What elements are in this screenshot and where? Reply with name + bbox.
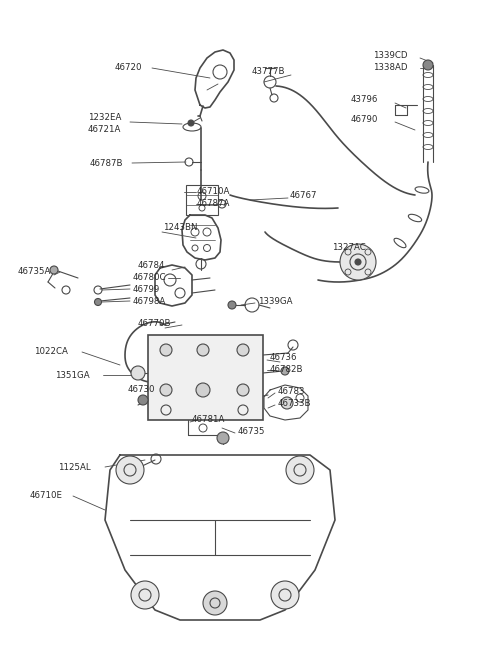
Text: 46799: 46799 [133,284,160,293]
Circle shape [340,244,376,280]
Circle shape [237,384,249,396]
Circle shape [138,395,148,405]
Text: 46721A: 46721A [88,126,121,134]
Text: 46733B: 46733B [278,400,312,409]
Text: 46770B: 46770B [138,318,171,328]
Text: 1327AC: 1327AC [332,242,366,252]
Text: 1339CD: 1339CD [373,50,408,60]
Text: 46787B: 46787B [90,159,123,168]
Text: 1022CA: 1022CA [34,348,68,356]
Circle shape [95,299,101,305]
Circle shape [237,344,249,356]
Circle shape [188,120,194,126]
Circle shape [217,432,229,444]
Circle shape [281,367,289,375]
Text: 46798A: 46798A [133,297,166,305]
Text: 46735A: 46735A [18,267,51,276]
Circle shape [196,383,210,397]
Circle shape [355,259,361,265]
Bar [186,185,218,215]
Text: 46790: 46790 [351,115,378,124]
Text: 46710E: 46710E [30,491,63,500]
Circle shape [271,581,299,609]
Text: 1232EA: 1232EA [88,113,121,122]
Text: 46767: 46767 [290,191,317,200]
Circle shape [131,366,145,380]
Circle shape [228,301,236,309]
Text: 46720: 46720 [115,64,143,73]
Text: 46787A: 46787A [197,200,230,208]
Circle shape [160,384,172,396]
Bar [148,335,263,420]
Text: 46784: 46784 [138,261,166,269]
Circle shape [197,344,209,356]
Circle shape [203,591,227,615]
Text: 1243BN: 1243BN [163,223,197,233]
Text: 46781A: 46781A [192,415,226,424]
Text: 1125AL: 1125AL [58,462,91,472]
Circle shape [131,581,159,609]
Text: 1339GA: 1339GA [258,297,292,307]
Text: 46736: 46736 [270,354,298,362]
Text: 46735: 46735 [238,428,265,436]
Circle shape [160,344,172,356]
Text: 1338AD: 1338AD [373,62,408,71]
Circle shape [116,456,144,484]
Text: 46780C: 46780C [133,272,167,282]
Circle shape [423,60,433,70]
Text: 46710A: 46710A [197,187,230,196]
Text: 43796: 43796 [351,96,378,105]
Text: 43777B: 43777B [252,67,286,77]
Circle shape [281,397,293,409]
Text: 1351GA: 1351GA [55,371,90,379]
Text: 46730: 46730 [128,386,156,394]
Text: 46782B: 46782B [270,365,303,375]
Text: 46783: 46783 [278,388,305,396]
Circle shape [50,266,58,274]
Circle shape [286,456,314,484]
